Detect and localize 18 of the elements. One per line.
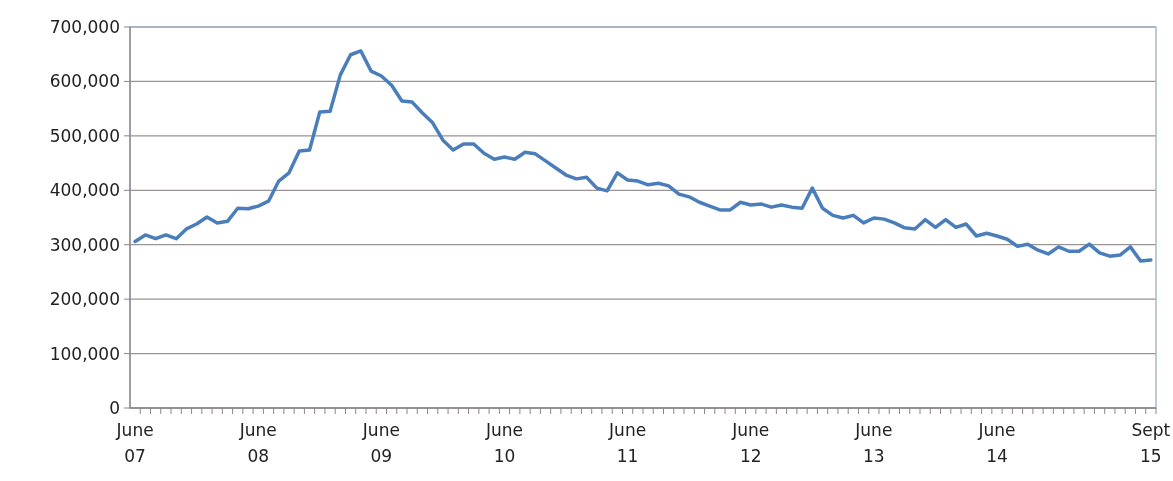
y-tick-label: 100,000 [49,343,120,364]
x-tick-label: June 08 [238,420,277,466]
x-tick-label: June 13 [854,420,893,466]
y-tick-label: 0 [109,397,120,418]
y-tick-label: 300,000 [49,234,120,255]
x-tick-label: June 09 [361,420,400,466]
line-series [133,49,1153,263]
x-tick-label: June 12 [731,420,770,466]
y-tick-label: 400,000 [49,180,120,201]
x-tick-label: June 07 [115,420,154,466]
y-tick-label: 700,000 [49,16,120,37]
x-tick-label: Sept 15 [1131,420,1171,466]
x-tick-label: June 10 [484,420,524,466]
x-tick-label: June 14 [977,420,1016,466]
y-tick-label: 500,000 [49,125,120,146]
y-tick-label: 600,000 [49,71,120,92]
x-tick-label: June 11 [608,420,647,466]
y-tick-label: 200,000 [49,289,120,310]
